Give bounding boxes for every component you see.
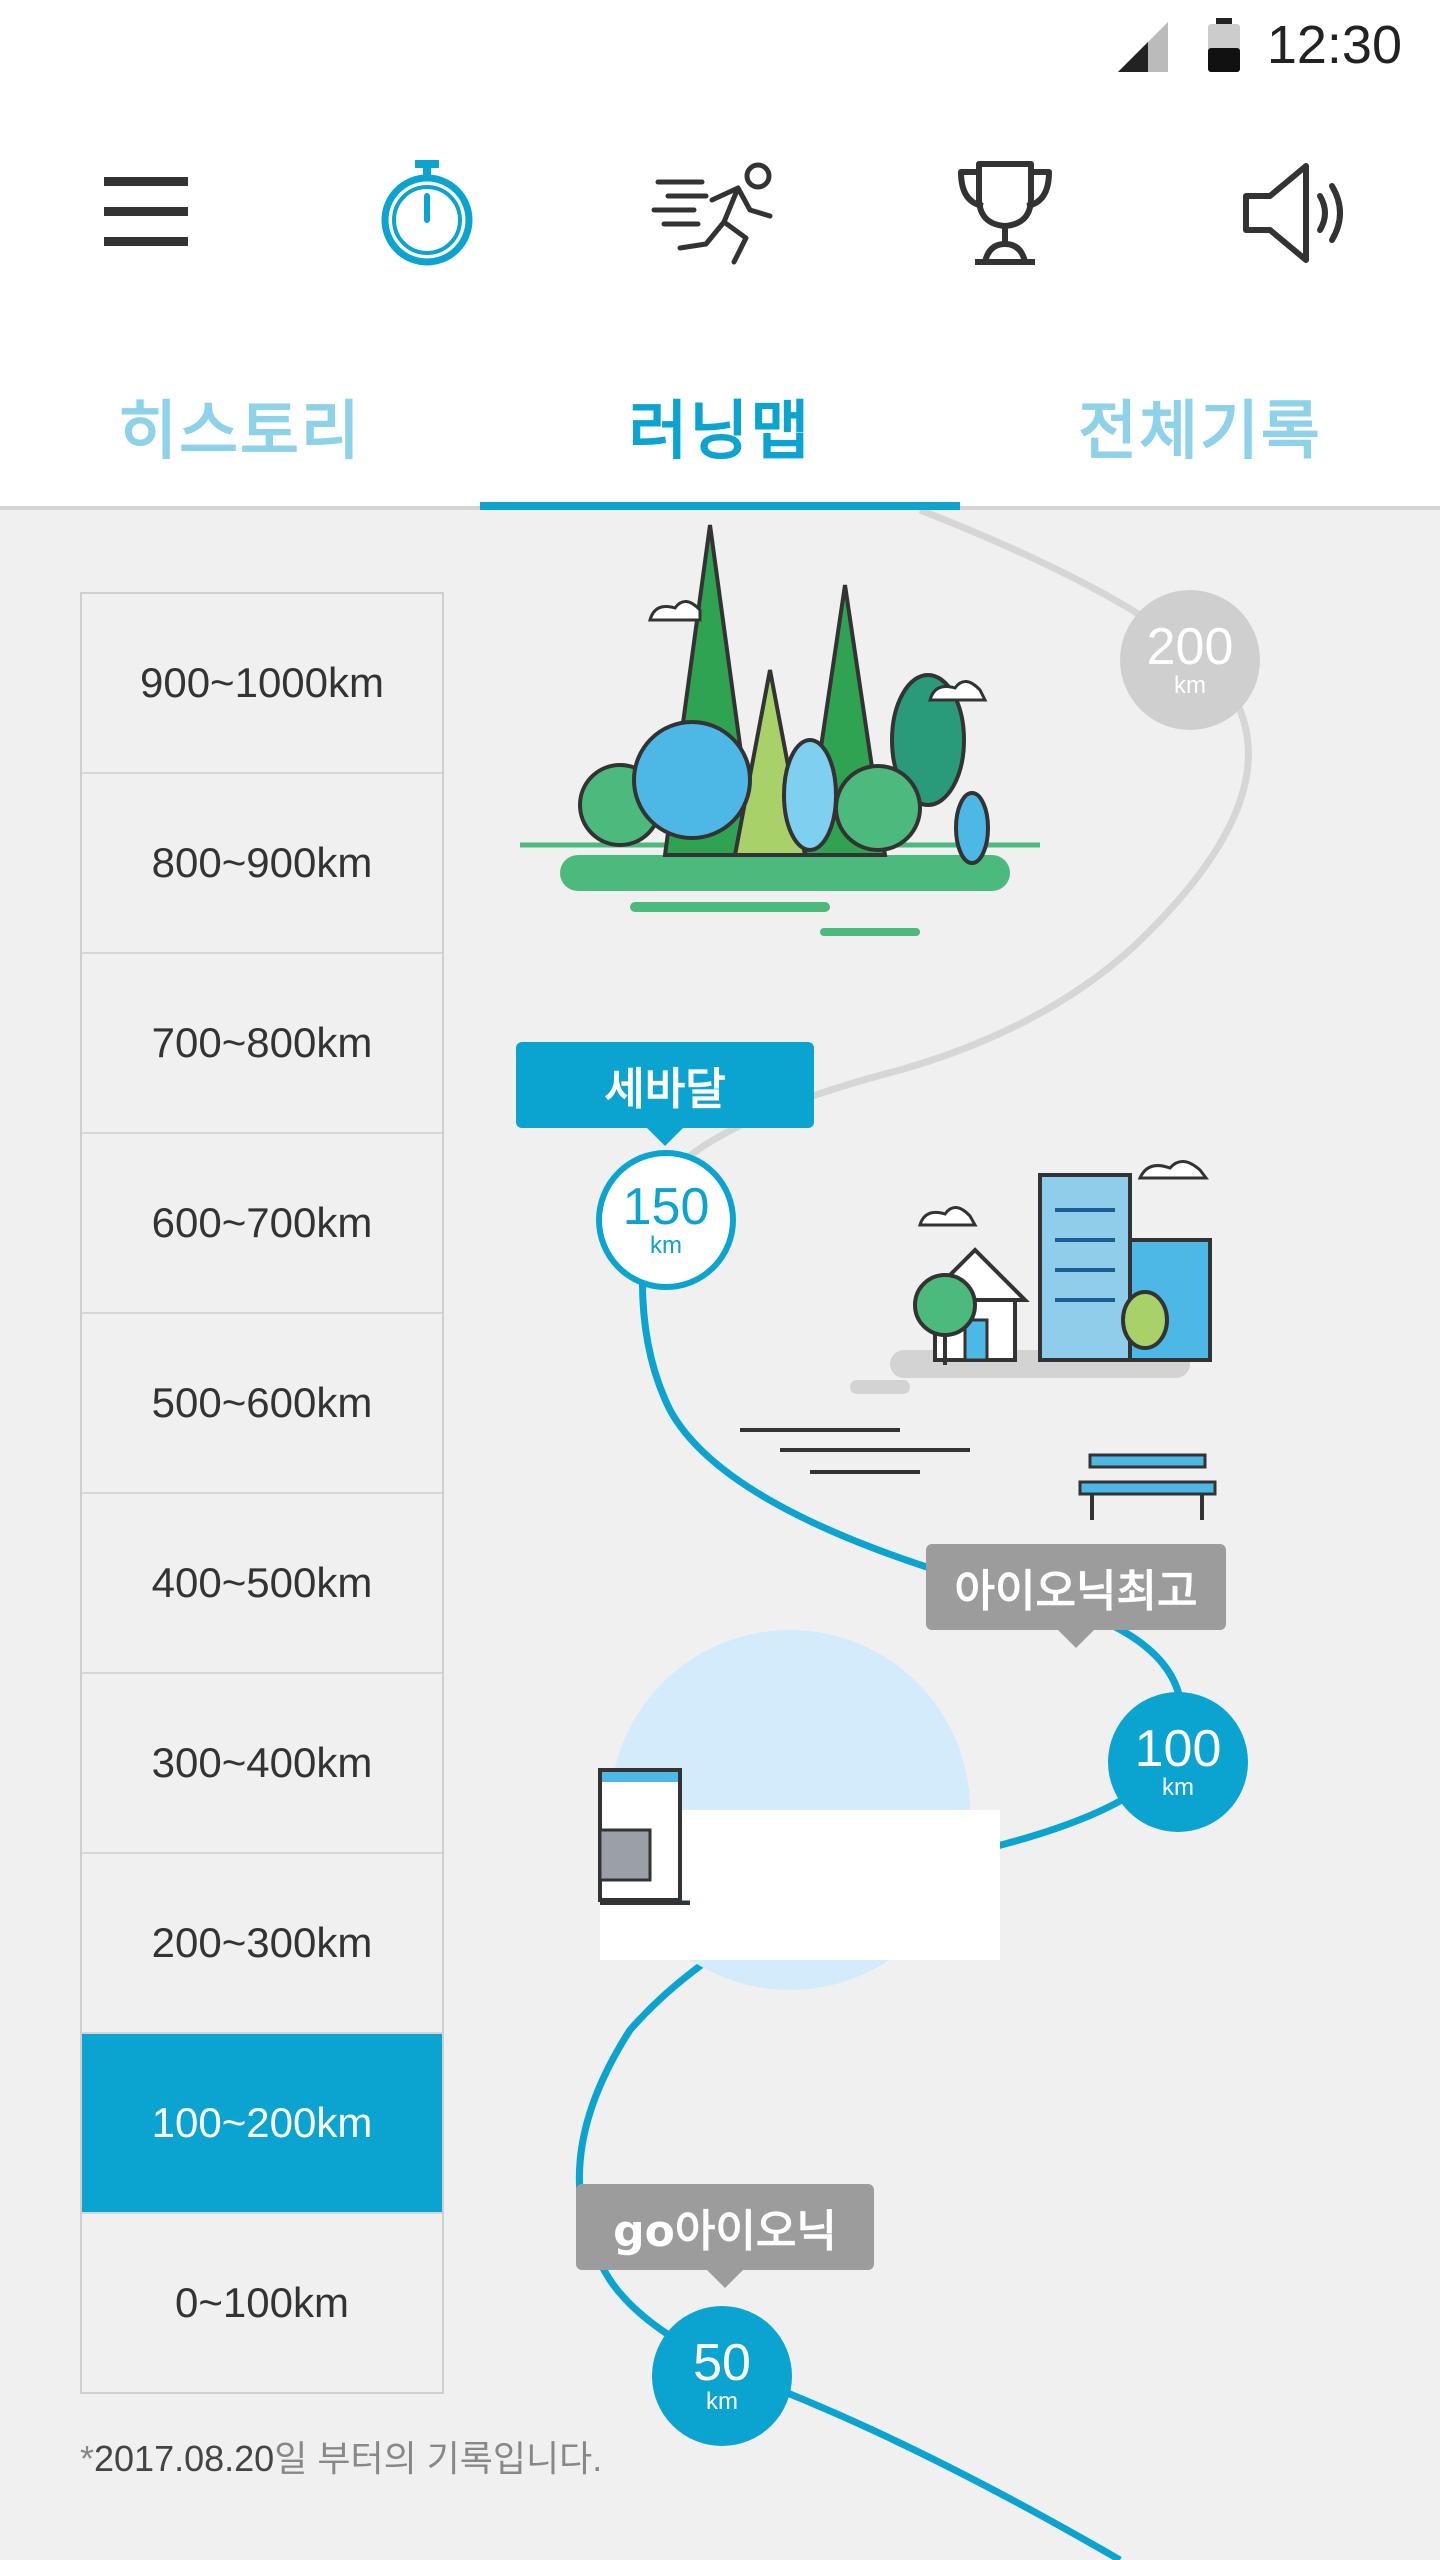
speaker-icon[interactable] [1220, 158, 1370, 268]
running-map[interactable]: 200 km 150 km 100 km 50 km 세바달 아이오닉최고 go… [480, 510, 1440, 2560]
distance-range-list: 900~1000km 800~900km 700~800km 600~700km… [80, 592, 444, 2394]
range-item-900-1000[interactable]: 900~1000km [82, 594, 442, 774]
map-tag-go-ioniq[interactable]: go아이오닉 [576, 2184, 874, 2288]
runner-icon[interactable] [645, 158, 795, 268]
record-start-note: *2017.08.20일 부터의 기록입니다. [80, 2438, 603, 2479]
range-item-100-200[interactable]: 100~200km [82, 2034, 442, 2214]
range-item-300-400[interactable]: 300~400km [82, 1674, 442, 1854]
range-item-800-900[interactable]: 800~900km [82, 774, 442, 954]
active-tab-indicator [480, 502, 960, 510]
milestone-150km[interactable]: 150 km [596, 1150, 736, 1290]
trophy-icon[interactable] [930, 158, 1080, 268]
range-item-200-300[interactable]: 200~300km [82, 1854, 442, 2034]
tab-running-map[interactable]: 러닝맵 [628, 395, 812, 469]
range-item-700-800[interactable]: 700~800km [82, 954, 442, 1134]
tab-total-records[interactable]: 전체기록 [1078, 395, 1322, 469]
milestone-100km[interactable]: 100 km [1108, 1692, 1248, 1832]
menu-icon[interactable] [72, 158, 222, 268]
tab-bar: 히스토리 러닝맵 전체기록 [0, 330, 1440, 510]
forest-illustration-top [520, 524, 1040, 936]
status-bar: 12:30 [0, 0, 1440, 100]
signal-icon [1118, 22, 1168, 72]
range-item-0-100[interactable]: 0~100km [175, 2279, 349, 2326]
top-toolbar [0, 100, 1440, 330]
map-tag-ioniq-best[interactable]: 아이오닉최고 [926, 1544, 1226, 1648]
milestone-200km[interactable]: 200 km [1120, 590, 1260, 730]
milestone-50km[interactable]: 50 km [652, 2306, 792, 2446]
range-item-400-500[interactable]: 400~500km [82, 1494, 442, 1674]
battery-icon [1208, 18, 1240, 72]
tab-history[interactable]: 히스토리 [118, 395, 362, 469]
range-item-600-700[interactable]: 600~700km [82, 1134, 442, 1314]
record-start-date: 2017.08.20 [94, 2438, 275, 2479]
town-illustration [740, 1160, 1217, 1520]
range-item-500-600[interactable]: 500~600km [82, 1314, 442, 1494]
stopwatch-icon[interactable] [352, 158, 502, 268]
city-car-runner-illustration [598, 1630, 1000, 1990]
map-tag-sebadal[interactable]: 세바달 [516, 1042, 814, 1146]
clock-time: 12:30 [1266, 15, 1402, 75]
